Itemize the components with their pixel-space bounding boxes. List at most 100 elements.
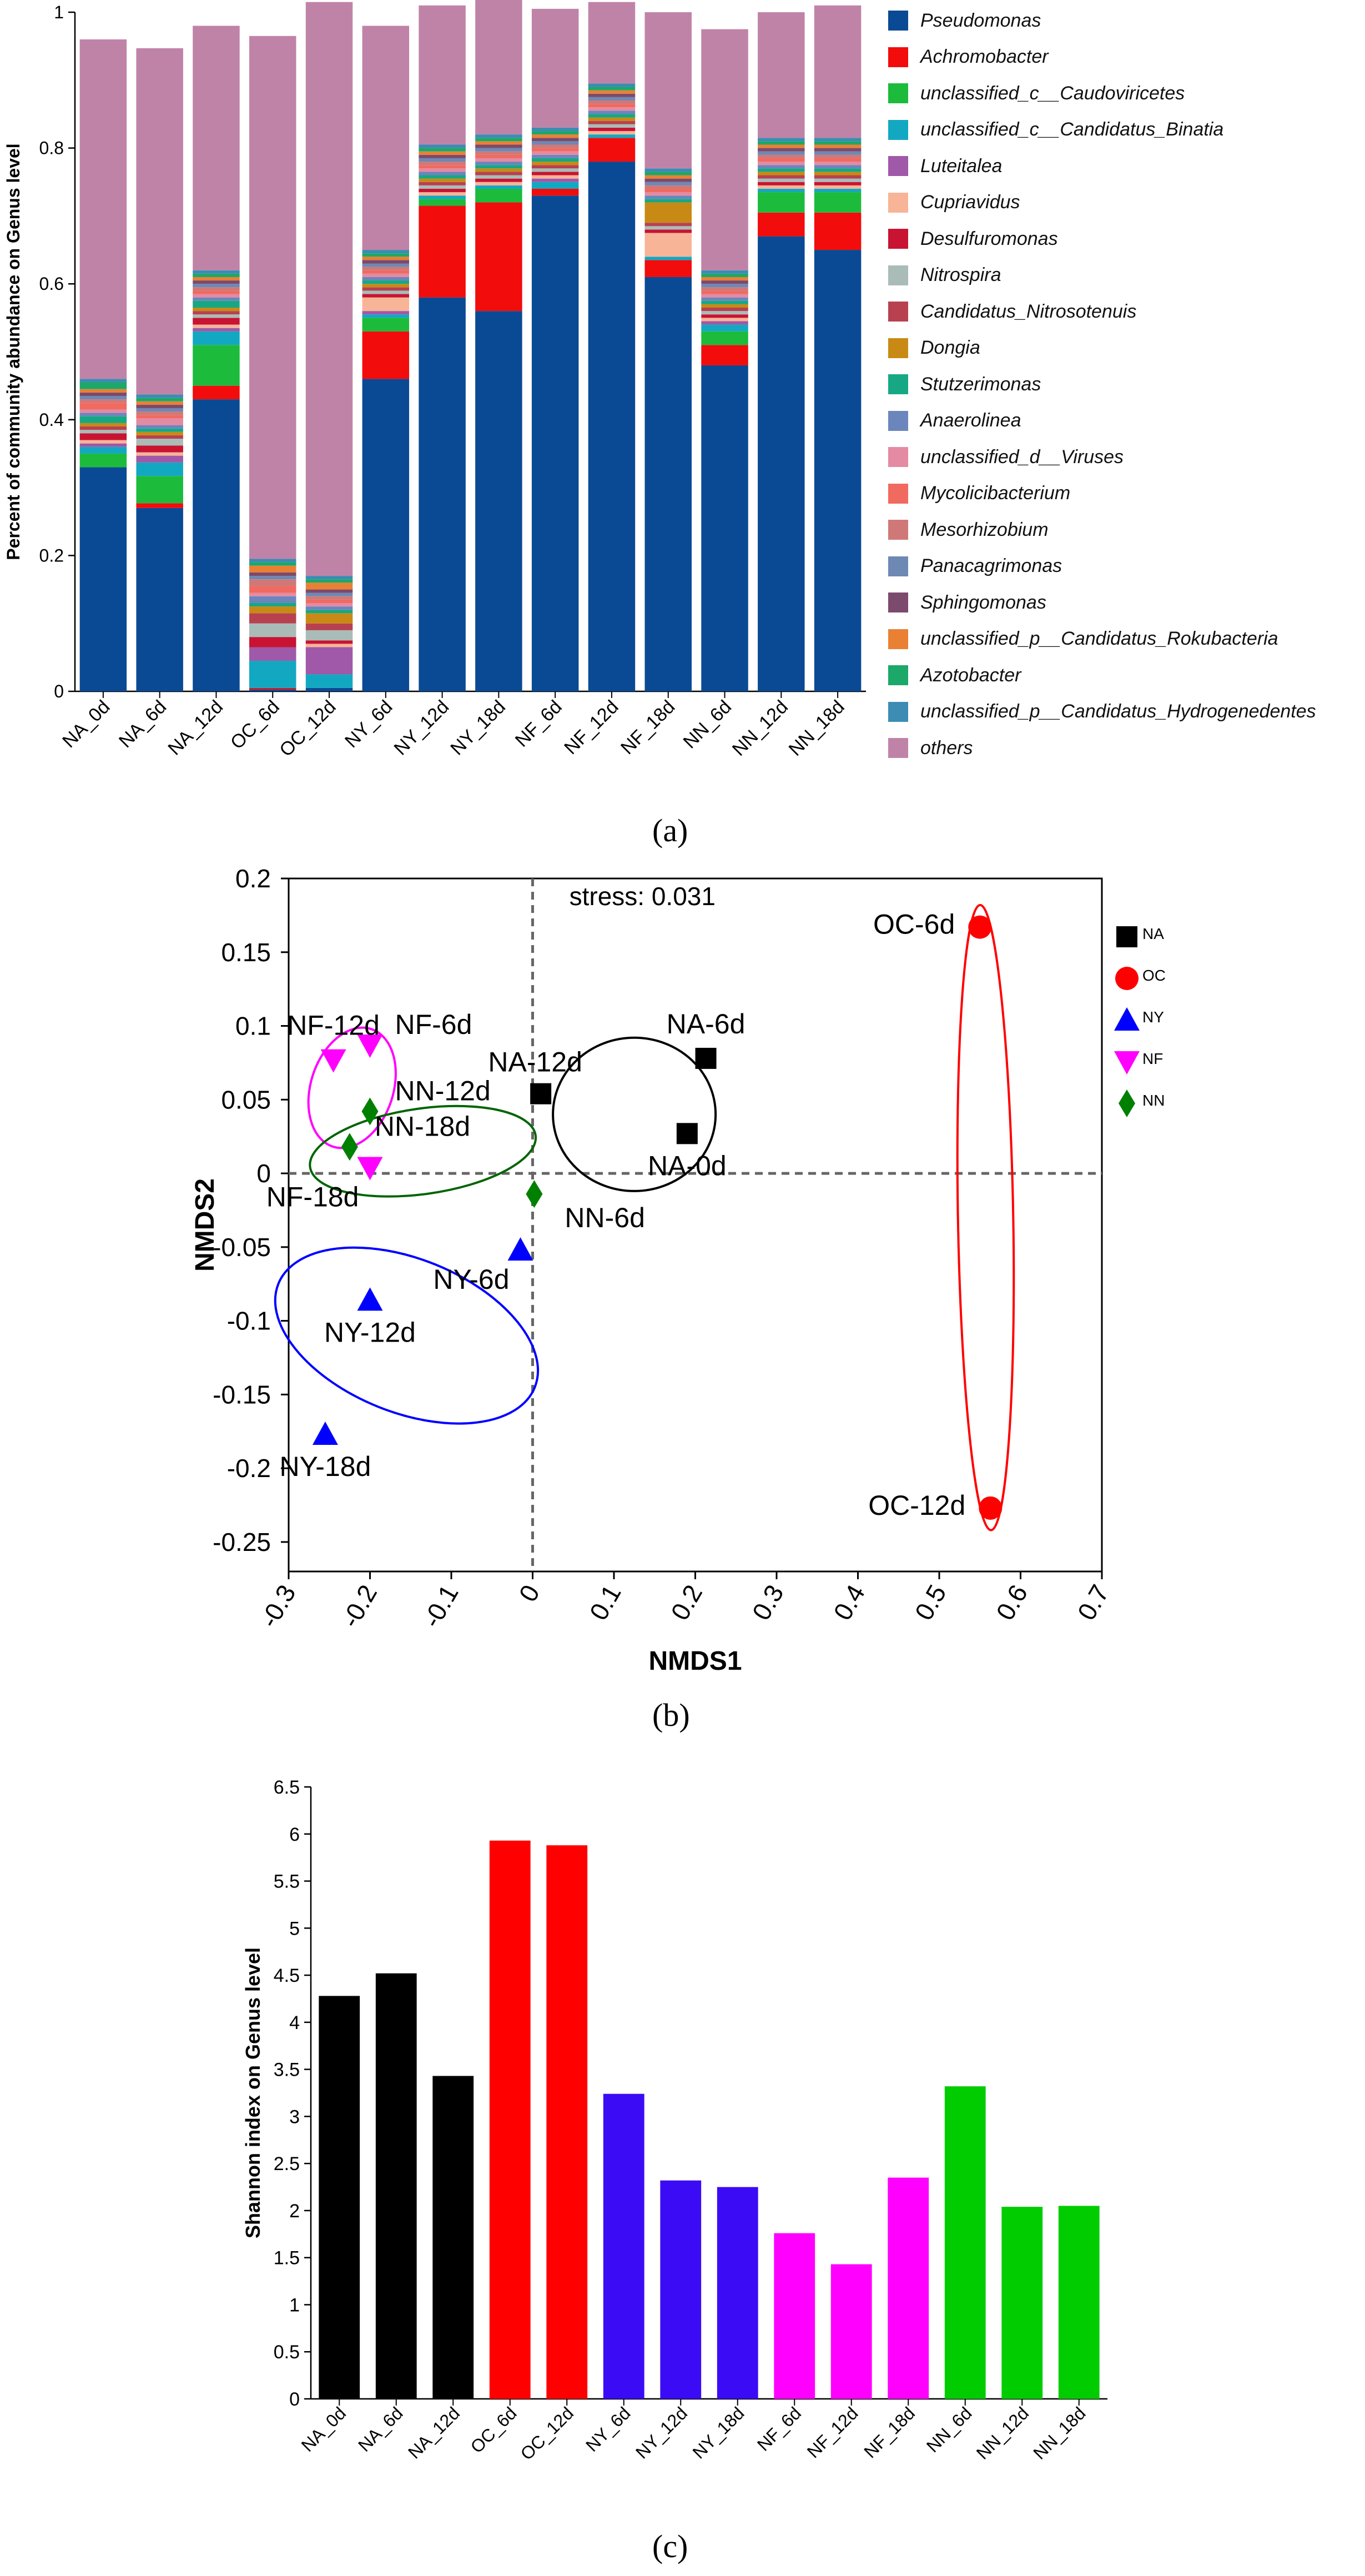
bar-segment [758,151,805,155]
bar-segment [588,138,636,162]
bar-segment [475,154,522,158]
bar-segment [758,144,805,148]
legend-label: NY [1142,1008,1164,1026]
legend-label: NF [1142,1050,1163,1067]
bar-segment [136,428,183,432]
bar [774,2233,815,2399]
legend-item: unclassified_c__Caudoviricetes [888,79,1185,107]
bar-segment [814,151,862,155]
bar-segment [588,162,636,691]
legend-label: NN [1142,1092,1165,1109]
point-label: NF-6d [395,1009,472,1040]
bar-segment [79,446,127,454]
bar-segment [193,308,240,312]
bar-segment [475,148,522,152]
bar-segment [305,647,353,675]
bar-segment [588,2,636,84]
x-axis-label: NMDS1 [648,1646,742,1676]
bar-segment [701,324,748,332]
x-tick-label: 0.2 [665,1580,708,1625]
bar-segment [758,192,805,213]
bar-segment [644,195,692,199]
legend-item: unclassified_d__Viruses [888,443,1124,471]
nmds-scatter-plot: -0.3 -0.2 -0.1 0 0.1 0.2 0.3 0.4 0.5 0.6 0.7 0.2 0.1… [190,866,1166,1676]
x-tick-label: NF_6d [511,696,566,751]
bar-segment [701,29,748,270]
bar-segment [758,158,805,162]
legend-item: Luteitalea [888,152,1002,180]
legend-item: unclassified_p__Candidatus_Rokubacteria [888,625,1278,653]
bar-segment [136,404,183,409]
bar-segment [79,399,127,403]
bar-segment [758,236,805,692]
panel-a: 0 0.2 0.4 0.6 0.8 1 Percent of community abund… [0,0,1365,866]
bar-segment [814,165,862,169]
bar-segment [193,399,240,691]
bar-segment [249,562,296,566]
bar-segment [588,104,636,108]
bar-segment [588,127,636,132]
bar-segment [758,154,805,158]
legend-label: Luteitalea [920,155,1003,177]
bar-segment [362,270,410,274]
bar-segment [531,162,579,165]
data-point [320,1049,346,1073]
bar-segment [305,674,353,688]
x-tick-label: -0.2 [335,1580,382,1633]
data-point [695,1047,717,1069]
bar-segment [531,175,579,179]
legend-label: Mycolicibacterium [920,483,1071,504]
bar-segment [305,576,353,580]
bar-segment [305,606,353,610]
bar-segment [531,172,579,175]
x-tick-label: NY_6d [582,2403,634,2456]
legend-item: Sphingomonas [888,589,1046,616]
bar [603,2093,644,2399]
bar-segment [644,168,692,172]
bar-segment [644,172,692,175]
bar-segment [79,389,127,393]
bar-segment [701,345,748,365]
bar-segment [362,297,410,312]
bar-segment [362,290,410,294]
bar-segment [531,182,579,189]
legend-label: Sphingomonas [920,591,1046,613]
bar-segment [701,365,748,691]
bar-segment [531,165,579,169]
bar-segment [136,435,183,439]
bar-segment [814,185,862,189]
x-tick-label: NA_6d [115,696,170,752]
bar-segment [419,297,466,691]
point-label: NA-12d [488,1047,582,1078]
point-label: NY-12d [324,1317,416,1348]
legend-label: others [920,737,973,759]
x-tick-label: NA_12d [164,696,227,760]
y-tick-label: -0.25 [213,1528,271,1556]
bar-segment [419,199,466,206]
legend-label: Anaerolinea [920,410,1021,431]
legend-label: Stutzerimonas [920,373,1041,395]
x-tick-label: -0.1 [417,1580,464,1633]
y-tick-label: 2 [289,2201,300,2222]
legend-label: Candidatus_Nitrosotenuis [920,300,1137,322]
y-tick-label: 0 [289,2389,300,2410]
legend-swatch [888,556,908,576]
bar-segment [419,162,466,165]
legend-label: Cupriavidus [920,192,1020,213]
y-tick-label: 4 [289,2012,300,2033]
bar-segment [419,195,466,199]
bar-segment [362,250,410,254]
legend-swatch [888,83,908,103]
bar [1058,2206,1100,2399]
bar-segment [362,311,410,315]
x-tick-label: NA_0d [298,2403,350,2456]
legend-swatch [888,592,908,612]
stress-annotation: stress: 0.031 [570,882,716,911]
x-tick-label: NN_6d [679,696,736,753]
bar-segment [79,467,127,691]
x-tick-label: NN_12d [728,696,792,760]
bar-segment [475,172,522,175]
bar-segment [758,165,805,169]
bar-segment [79,39,127,379]
bar-segment [644,188,692,193]
